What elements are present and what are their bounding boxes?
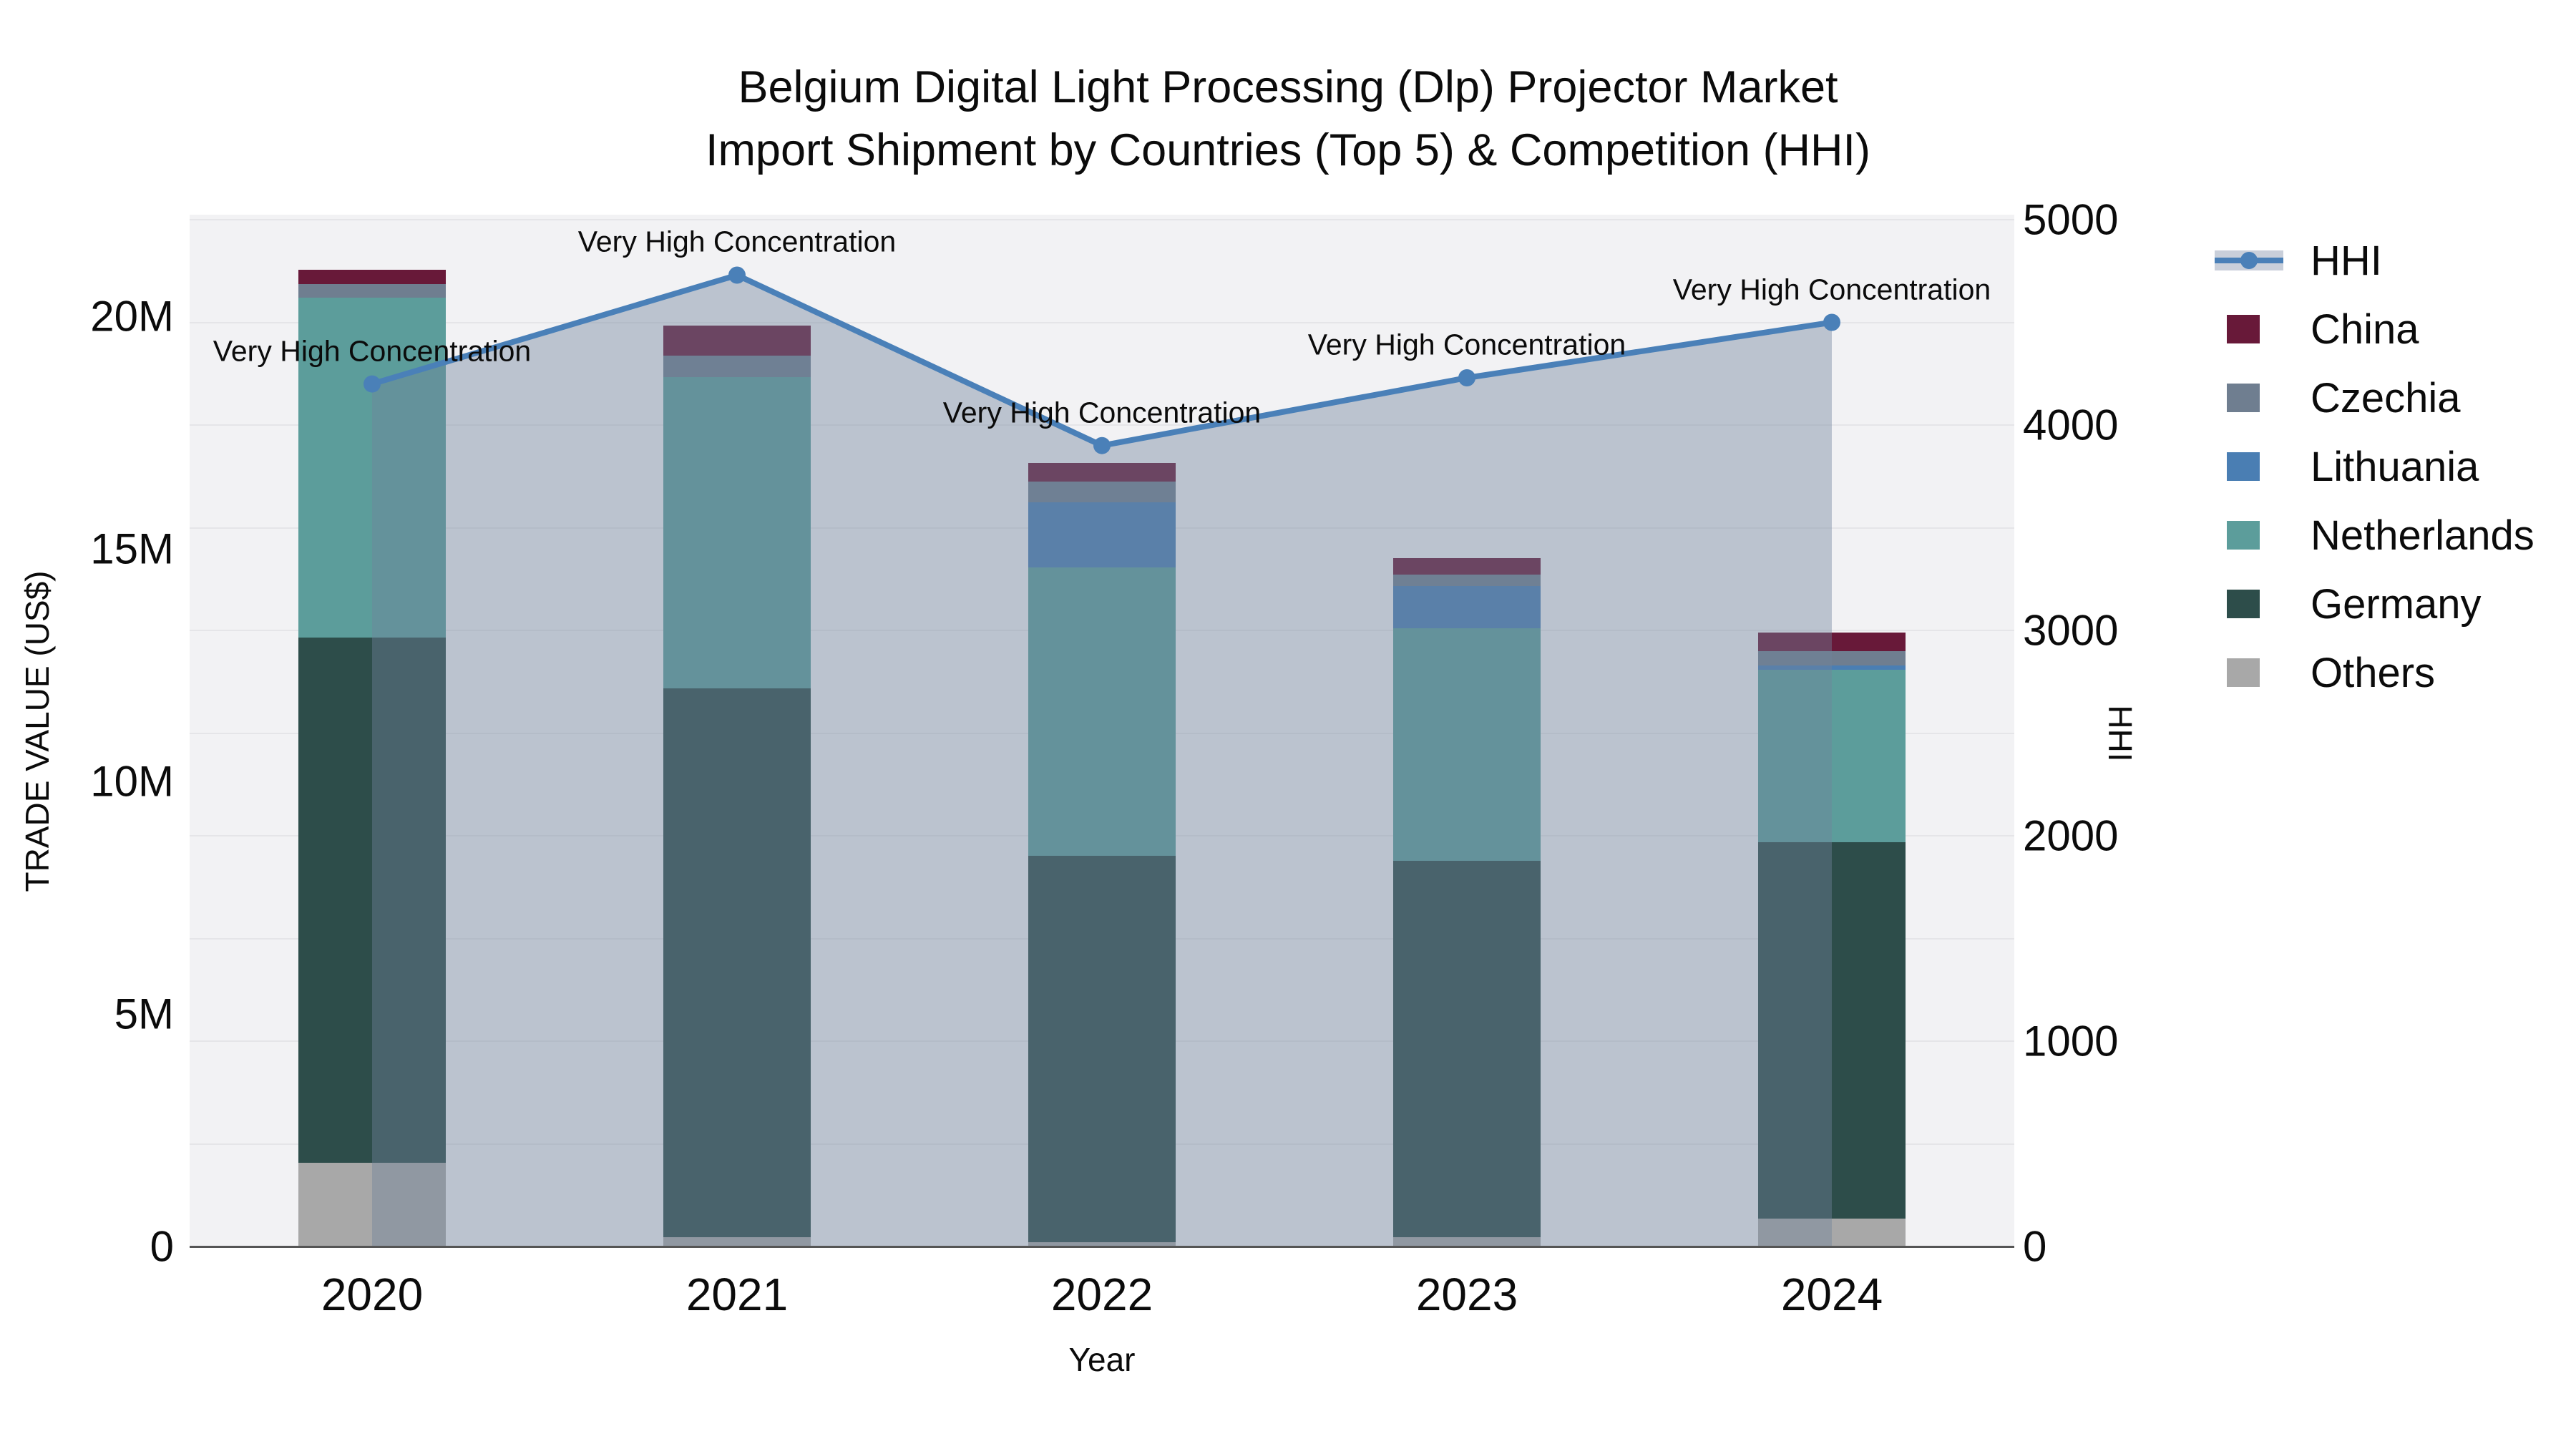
chart-title-line2: Import Shipment by Countries (Top 5) & C… [705, 125, 1871, 175]
x-axis-title: Year [1068, 1341, 1136, 1378]
annotation-2022: Very High Concentration [942, 396, 1262, 429]
bar-2020-others[interactable] [298, 1163, 446, 1246]
y-right-tick: 5000 [2023, 195, 2119, 244]
bar-2023-lithuania[interactable] [1393, 586, 1541, 628]
bar-2024-netherlands[interactable] [1758, 670, 1906, 842]
x-tick-2022: 2022 [1050, 1269, 1153, 1320]
y-left-tick: 0 [150, 1222, 174, 1271]
bar-2021-germany[interactable] [663, 688, 811, 1237]
bar-2021-others[interactable] [663, 1237, 811, 1246]
chart-title: Belgium Digital Light Processing (Dlp) P… [0, 56, 2576, 182]
bar-2023-others[interactable] [1393, 1237, 1541, 1246]
gridline [190, 219, 2014, 220]
annotation-2024: Very High Concentration [1672, 273, 1991, 306]
legend-item-netherlands[interactable]: Netherlands [2215, 510, 2534, 560]
bar-2020-germany[interactable] [298, 637, 446, 1163]
annotation-2021: Very High Concentration [577, 225, 897, 258]
bar-2022-germany[interactable] [1028, 856, 1176, 1242]
bar-2024-lithuania[interactable] [1758, 665, 1906, 670]
bar-2020-china[interactable] [298, 270, 446, 284]
left-axis-title: TRADE VALUE (US$) [19, 570, 56, 892]
legend-label: HHI [2311, 237, 2382, 284]
legend-label: Others [2311, 649, 2436, 696]
x-tick-2023: 2023 [1415, 1269, 1518, 1320]
x-tick-2024: 2024 [1780, 1269, 1883, 1320]
y-left-tick: 20M [90, 292, 174, 341]
bar-2023-china[interactable] [1393, 558, 1541, 575]
x-tick-2021: 2021 [686, 1269, 789, 1320]
bar-2024-czechia[interactable] [1758, 651, 1906, 665]
y-left-tick: 10M [90, 757, 174, 806]
y-right-tick: 4000 [2023, 401, 2119, 449]
bar-2021-czechia[interactable] [663, 356, 811, 377]
chart-title-line1: Belgium Digital Light Processing (Dlp) P… [738, 62, 1838, 112]
bar-2022-others[interactable] [1028, 1241, 1176, 1246]
y-right-tick: 0 [2023, 1222, 2047, 1271]
czechia-swatch-icon [2215, 373, 2283, 423]
hhi-line-swatch-icon [2215, 235, 2283, 286]
legend-item-germany[interactable]: Germany [2215, 579, 2534, 629]
bar-2022-netherlands[interactable] [1028, 567, 1176, 856]
bar-2022-czechia[interactable] [1028, 481, 1176, 502]
bar-2023-germany[interactable] [1393, 860, 1541, 1237]
legend-label: Netherlands [2311, 512, 2534, 559]
legend-label: Germany [2311, 580, 2482, 628]
y-right-tick: 2000 [2023, 811, 2119, 860]
bar-2024-others[interactable] [1758, 1219, 1906, 1246]
bar-2023-netherlands[interactable] [1393, 628, 1541, 861]
germany-swatch-icon [2215, 579, 2283, 629]
lithuania-swatch-icon [2215, 441, 2283, 492]
x-tick-2020: 2020 [321, 1269, 424, 1320]
legend-item-hhi[interactable]: HHI [2215, 235, 2534, 286]
legend-label: Lithuania [2311, 443, 2479, 490]
bar-2022-lithuania[interactable] [1028, 502, 1176, 567]
bar-2020-czechia[interactable] [298, 283, 446, 298]
legend-item-others[interactable]: Others [2215, 648, 2534, 698]
legend-label: China [2311, 306, 2419, 353]
y-right-tick: 1000 [2023, 1017, 2119, 1065]
legend-item-china[interactable]: China [2215, 304, 2534, 354]
gridline [190, 321, 2014, 323]
legend-item-czechia[interactable]: Czechia [2215, 373, 2534, 423]
netherlands-swatch-icon [2215, 510, 2283, 560]
china-swatch-icon [2215, 304, 2283, 354]
legend-item-lithuania[interactable]: Lithuania [2215, 441, 2534, 492]
legend: HHI China Czechia Lithuania Netherlands … [2215, 235, 2534, 716]
annotation-2023: Very High Concentration [1307, 328, 1626, 361]
bar-2021-netherlands[interactable] [663, 376, 811, 688]
bar-2023-czechia[interactable] [1393, 574, 1541, 586]
others-swatch-icon [2215, 648, 2283, 698]
bar-2024-china[interactable] [1758, 633, 1906, 651]
y-left-tick: 15M [90, 525, 174, 573]
bar-2021-china[interactable] [663, 326, 811, 356]
right-axis-title: HHI [2102, 705, 2139, 762]
legend-label: Czechia [2311, 374, 2461, 421]
y-left-tick: 5M [114, 990, 174, 1038]
x-axis-line [190, 1246, 2014, 1248]
bar-2022-china[interactable] [1028, 462, 1176, 482]
y-right-tick: 3000 [2023, 606, 2119, 655]
bar-2024-germany[interactable] [1758, 841, 1906, 1219]
annotation-2020: Very High Concentration [213, 334, 532, 368]
